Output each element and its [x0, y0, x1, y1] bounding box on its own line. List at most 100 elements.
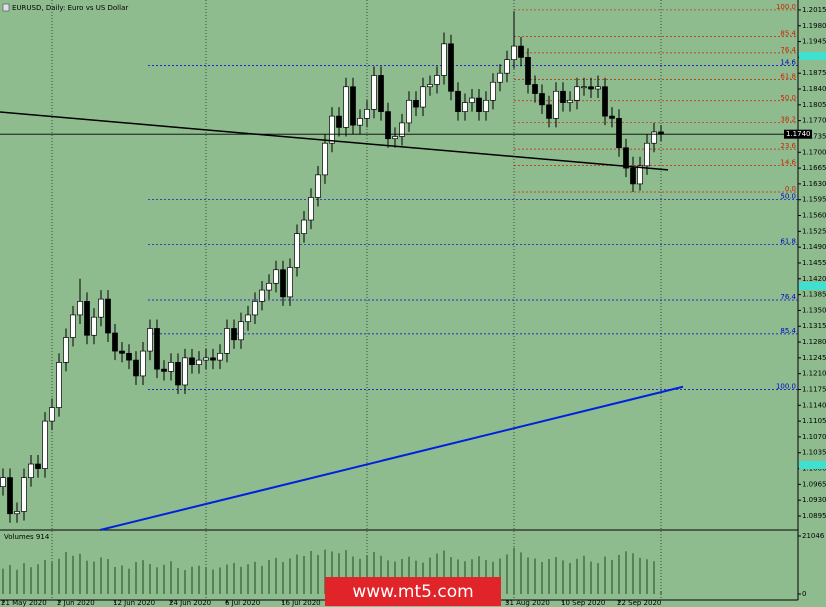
candle-body	[525, 57, 531, 85]
candle-body	[105, 298, 111, 334]
x-tick-label: 12 Jun 2020	[113, 599, 155, 607]
candle-body	[266, 282, 272, 291]
fib-label: 100.0	[776, 3, 796, 11]
candle-body	[546, 104, 552, 119]
candle-body	[91, 316, 97, 336]
candle-body	[35, 463, 41, 469]
x-tick-label: 24 Jun 2020	[169, 599, 211, 607]
volume-tick-label: 21046	[802, 532, 825, 540]
candle-body	[644, 142, 650, 167]
y-tick-label: 1.1280	[802, 338, 826, 346]
fib-label: 61.8	[780, 237, 796, 245]
watermark-box	[325, 577, 501, 606]
y-tick-label: 1.1840	[802, 85, 826, 93]
y-tick-label: 1.1210	[802, 370, 826, 378]
volume-title: Volumes 914	[4, 533, 50, 541]
x-tick-label: 31 Aug 2020	[505, 599, 550, 607]
candle-body	[308, 197, 314, 221]
candle-body	[126, 352, 132, 361]
candle-body	[434, 75, 440, 85]
y-tick-label: 1.1350	[802, 306, 826, 314]
candle-body	[441, 43, 447, 76]
candle-body	[497, 72, 503, 83]
y-tick-label: 1.2015	[802, 6, 826, 14]
candle-body	[7, 477, 13, 515]
candle-body	[168, 362, 174, 372]
candle-body	[77, 301, 83, 316]
candle-body	[21, 477, 27, 512]
y-tick-label: 1.1560	[802, 212, 826, 220]
y-tick-label: 1.0895	[802, 512, 826, 520]
candle-body	[161, 368, 167, 372]
candle-body	[413, 99, 419, 108]
candle-body	[224, 328, 230, 354]
candle-body	[343, 86, 349, 128]
candle-body	[637, 165, 643, 185]
candle-body	[588, 86, 594, 90]
candle-body	[210, 357, 216, 361]
candle-body	[448, 43, 454, 92]
y-tick-label: 1.1420	[802, 275, 826, 283]
y-tick-label: 1.1175	[802, 385, 826, 393]
fib-label: 23.6	[780, 142, 796, 150]
candle-body	[553, 90, 559, 119]
y-tick-label: 1.1630	[802, 180, 826, 188]
y-tick-label: 1.1770	[802, 117, 826, 125]
candle-body	[0, 477, 6, 487]
alert-marker	[799, 52, 826, 60]
y-tick-label: 1.0965	[802, 480, 826, 488]
current-price-box	[784, 129, 812, 139]
candle-body	[623, 147, 629, 169]
candle-body	[336, 115, 342, 128]
candle-body	[581, 86, 587, 89]
fib-label: 50.0	[780, 94, 796, 102]
y-tick-label: 1.1385	[802, 291, 826, 299]
candle-body	[539, 93, 545, 106]
candle-body	[364, 108, 370, 119]
candle-body	[651, 131, 657, 144]
x-tick-label: 21 May 2020	[1, 599, 47, 607]
candle-body	[399, 122, 405, 137]
watermark: www.mt5.com	[352, 582, 473, 602]
fib-label: 76.4	[780, 46, 796, 54]
candle-body	[630, 167, 636, 185]
x-tick-label: 16 Jul 2020	[281, 599, 321, 607]
candle-body	[133, 359, 139, 377]
candle-body	[70, 314, 76, 338]
y-tick-label: 1.1665	[802, 164, 826, 172]
candle-body	[294, 233, 300, 268]
candle-body	[518, 45, 524, 58]
volume-tick-label: 0	[802, 590, 806, 598]
symbol-icon	[2, 3, 10, 12]
y-tick-label: 1.1245	[802, 354, 826, 362]
y-tick-label: 1.1875	[802, 69, 826, 77]
x-tick-label: 2 Jun 2020	[57, 599, 95, 607]
candle-body	[385, 111, 391, 140]
candle-body	[378, 75, 384, 112]
candle-body	[63, 337, 69, 363]
y-tick-label: 1.1315	[802, 322, 826, 330]
y-tick-label: 1.1035	[802, 449, 826, 457]
candle-body	[182, 357, 188, 386]
trend-line	[0, 111, 669, 171]
candle-body	[217, 352, 223, 361]
candle-body	[28, 463, 34, 478]
candle-body	[455, 90, 461, 112]
candle-body	[476, 97, 482, 112]
candle-body	[175, 362, 181, 386]
trend-line	[99, 385, 684, 531]
fib-label: 38.2	[780, 115, 796, 123]
candle-body	[112, 332, 118, 352]
candle-body	[84, 301, 90, 336]
candle-body	[406, 99, 412, 124]
candle-body	[203, 357, 209, 361]
y-tick-label: 1.1980	[802, 22, 826, 30]
alert-marker	[799, 461, 826, 469]
candle-body	[560, 90, 566, 103]
fib-label: 76.4	[780, 293, 796, 301]
y-tick-label: 1.1490	[802, 243, 826, 251]
volume-label: Volumes	[4, 533, 34, 541]
candle-body	[119, 350, 125, 354]
